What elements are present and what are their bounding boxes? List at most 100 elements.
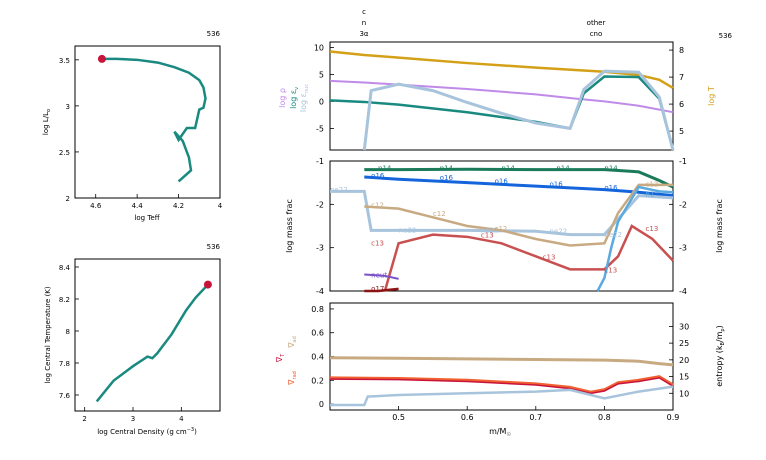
gradient-xtick-label: 0.8 bbox=[598, 413, 611, 422]
gradient-xtick-label: 0.5 bbox=[392, 413, 405, 422]
tc-frame bbox=[74, 258, 221, 412]
gradient-xtick-label: 0.7 bbox=[529, 413, 542, 422]
abundance-label-o16: o16 bbox=[550, 181, 564, 189]
label-grad-ad: ∇ad bbox=[287, 336, 298, 349]
structure-lines bbox=[329, 50, 675, 151]
abundance-line-c13 bbox=[383, 224, 674, 292]
gradient-ytick-label: 0.6 bbox=[311, 329, 324, 338]
label-grad-rad: ∇rad bbox=[287, 371, 298, 386]
gradient-ytick-label: 0 bbox=[319, 400, 324, 409]
structure-series-gold bbox=[329, 50, 674, 89]
gradient-line-1 bbox=[329, 375, 674, 394]
abundance-line-o17 bbox=[364, 287, 399, 293]
abundance-label-h1: h1 bbox=[646, 191, 655, 199]
tc-ytick-label: 7.6 bbox=[59, 392, 71, 400]
abundance-label-c12: c12 bbox=[646, 181, 659, 189]
abundance-label-n14: n14 bbox=[556, 165, 570, 173]
gradient-xlabel: m/M☉ bbox=[489, 427, 511, 438]
tc-panel: 536 2 3 4 7.6 7.8 8 8.2 8.4 log Central Density… bbox=[44, 243, 221, 436]
abundance-label-c13: c13 bbox=[371, 239, 384, 247]
hr-ytick-label: 3 bbox=[66, 103, 70, 111]
gradient-y2tick-label: 15 bbox=[679, 373, 689, 382]
hr-ticks: 4.6 4.4 4.2 4 2 2.5 3 3.5 bbox=[59, 57, 223, 210]
gradient-panel: 0.5 0.6 0.7 0.8 0.9 0 0.2 0.4 0.6 0.8 10 15 20 25 30 ∇… bbox=[275, 302, 726, 438]
abundance-y2tick-label: -4 bbox=[679, 287, 687, 296]
tc-current-marker bbox=[203, 280, 212, 289]
abundance-label-c13: c13 bbox=[646, 225, 659, 233]
abundance-label-ne22: ne22 bbox=[330, 186, 348, 194]
abundance-y2tick-label: -1 bbox=[679, 157, 687, 166]
abundance-label-n14: n14 bbox=[440, 165, 454, 173]
hr-xtick-label: 4.4 bbox=[132, 202, 144, 210]
abundance-label-neut: neut bbox=[371, 272, 387, 280]
tc-xlabel: log Central Density (g cm−3) bbox=[97, 427, 197, 436]
tc-ytick-label: 8.2 bbox=[59, 296, 70, 304]
abundance-line-h1 bbox=[596, 185, 674, 292]
tc-ylabel: log Central Temperature (K) bbox=[44, 286, 52, 383]
gradient-line-0 bbox=[329, 356, 674, 367]
gradient-line-2 bbox=[329, 377, 674, 395]
abundance-line-o16 bbox=[364, 175, 674, 198]
tc-ticks: 2 3 4 7.6 7.8 8 8.2 8.4 bbox=[59, 264, 184, 423]
abundance-label-c13: c13 bbox=[481, 232, 494, 240]
abundance-label-o16: o16 bbox=[495, 178, 509, 186]
abundance-label-o16: o16 bbox=[440, 174, 454, 182]
abundance-label-ne22: ne22 bbox=[604, 231, 622, 239]
abundance-label-n14: n14 bbox=[604, 165, 618, 173]
hr-ytick-label: 3.5 bbox=[59, 57, 70, 65]
abundance-ytick-label: -1 bbox=[316, 157, 324, 166]
structure-ticks: -5 0 5 10 5 6 7 8 bbox=[314, 43, 684, 136]
hr-xlabel: log Teff bbox=[134, 214, 159, 222]
burn-left-1: c bbox=[362, 8, 366, 16]
abundance-label-ne22: ne22 bbox=[481, 226, 499, 234]
structure-y2tick-label: 8 bbox=[679, 46, 684, 55]
tc-model-number: 536 bbox=[207, 243, 221, 251]
label-log-rho: log ρ bbox=[278, 88, 287, 108]
gradient-y2tick-label: 30 bbox=[679, 322, 689, 331]
entropy-ylabel: entropy (kB/mp) bbox=[715, 325, 726, 387]
gradient-ytick-label: 0.8 bbox=[311, 305, 324, 314]
structure-panel: 536 c n 3α other cno -5 0 5 10 5 6 7 8 log ρ lo… bbox=[278, 8, 733, 151]
gradient-y2tick-label: 20 bbox=[679, 356, 689, 365]
gradient-y2tick-label: 25 bbox=[679, 339, 689, 348]
abundance-line-neut bbox=[364, 273, 399, 280]
hr-ytick-label: 2 bbox=[66, 195, 70, 203]
abundance-label-c12: c12 bbox=[495, 225, 508, 233]
structure-ytick-label: 10 bbox=[314, 43, 324, 52]
hr-panel: 536 4.6 4.4 4.2 4 2 2.5 3 3.5 log Teff log L/Lo bbox=[42, 30, 223, 222]
gradient-ytick-label: 0.4 bbox=[311, 353, 324, 362]
abundance-ytick-label: -2 bbox=[316, 200, 324, 209]
structure-y2tick-label: 5 bbox=[679, 127, 684, 136]
abundance-label-o16: o16 bbox=[604, 184, 618, 192]
abundance-label-c12: c12 bbox=[433, 210, 446, 218]
tc-ytick-label: 7.8 bbox=[59, 360, 70, 368]
gradient-y2tick-label: 10 bbox=[679, 389, 689, 398]
abundance-label-c12: c12 bbox=[371, 201, 384, 209]
burn-left-2: n bbox=[362, 19, 366, 27]
hr-ylabel: log L/Lo bbox=[42, 109, 52, 135]
structure-model-number: 536 bbox=[719, 32, 733, 40]
structure-y2tick-label: 6 bbox=[679, 100, 684, 109]
gradient-line-3 bbox=[330, 385, 674, 407]
abundance-label-ne22: ne22 bbox=[550, 227, 568, 235]
abundance-lines bbox=[330, 167, 674, 293]
hr-xtick-label: 4 bbox=[218, 202, 223, 210]
hr-current-marker bbox=[97, 54, 106, 63]
abundance-y2label: log mass frac bbox=[715, 199, 724, 253]
hr-xtick-label: 4.2 bbox=[173, 202, 184, 210]
abundance-label-o17: o17 bbox=[371, 285, 384, 293]
abundance-label-ne22: ne22 bbox=[399, 226, 417, 234]
abundance-ytick-label: -4 bbox=[316, 287, 324, 296]
abundance-label-n14: n14 bbox=[378, 165, 392, 173]
structure-ytick-label: 0 bbox=[319, 97, 324, 106]
abundance-y2tick-label: -2 bbox=[679, 200, 687, 209]
label-log-epsnuc: log εnuc bbox=[299, 84, 310, 112]
structure-series-ltblue bbox=[362, 69, 675, 151]
tc-xtick-label: 2 bbox=[82, 415, 86, 423]
abundance-label-c13: c13 bbox=[604, 266, 617, 274]
gradient-xtick-label: 0.9 bbox=[667, 413, 680, 422]
abundance-label-n14: n14 bbox=[502, 165, 516, 173]
abundance-line-c12 bbox=[364, 183, 673, 247]
